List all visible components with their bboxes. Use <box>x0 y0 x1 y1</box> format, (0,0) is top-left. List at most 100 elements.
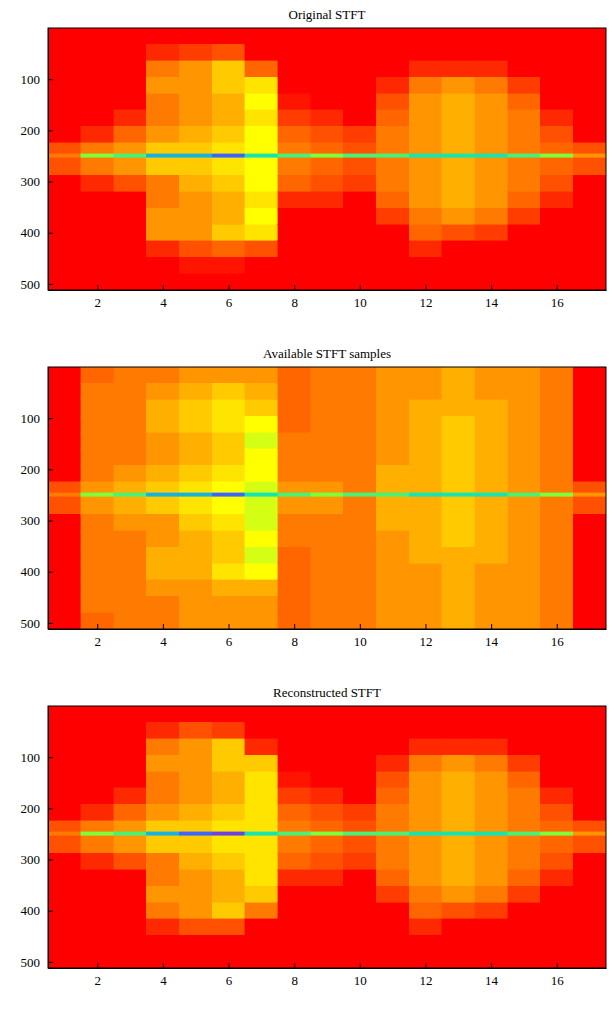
heatmap-cell <box>475 28 508 44</box>
heatmap-cell <box>114 821 147 832</box>
heatmap-cell <box>508 158 541 175</box>
heatmap-cell <box>114 44 147 60</box>
heatmap-cell <box>343 821 376 832</box>
heatmap-cell <box>573 208 606 224</box>
heatmap-cell <box>343 706 376 722</box>
heatmap-cell <box>475 832 508 836</box>
heatmap-cell <box>343 531 376 547</box>
heatmap-cell <box>212 935 245 951</box>
heatmap-cell <box>146 77 179 93</box>
heatmap-cell <box>114 400 147 416</box>
heatmap-cell <box>311 44 344 60</box>
heatmap-cell <box>573 772 606 788</box>
heatmap-cell <box>442 821 475 832</box>
heatmap-cell <box>409 154 442 158</box>
heatmap-cell <box>409 919 442 935</box>
heatmap-cell <box>442 870 475 886</box>
heatmap-cell <box>573 886 606 902</box>
heatmap-cell <box>146 154 179 158</box>
heatmap-cell <box>114 836 147 853</box>
heatmap-cell <box>114 772 147 788</box>
heatmap-cell <box>475 547 508 563</box>
heatmap-cell <box>179 400 212 416</box>
heatmap-cell <box>475 493 508 497</box>
heatmap-cell <box>179 274 212 290</box>
heatmap-cell <box>475 952 508 968</box>
heatmap-cell <box>475 755 508 771</box>
heatmap-cell <box>475 126 508 142</box>
heatmap-cell <box>245 482 278 493</box>
heatmap-cell <box>573 935 606 951</box>
y-tick: 500 <box>21 955 54 970</box>
heatmap-cell <box>311 772 344 788</box>
heatmap-cell <box>114 886 147 902</box>
heatmap-cell <box>442 416 475 432</box>
heatmap-cell <box>81 804 114 820</box>
x-tick-mark <box>557 624 558 629</box>
heatmap-cell <box>442 61 475 77</box>
heatmap-cell <box>409 449 442 465</box>
heatmap-cell <box>278 613 311 629</box>
heatmap-cell <box>475 94 508 110</box>
heatmap-cell <box>540 903 573 919</box>
heatmap-cell <box>179 935 212 951</box>
heatmap-cell <box>343 788 376 804</box>
heatmap-cell <box>81 547 114 563</box>
x-tick: 2 <box>94 285 101 310</box>
heatmap-cell <box>311 804 344 820</box>
heatmap-cell <box>48 497 81 514</box>
heatmap-cell <box>146 497 179 514</box>
heatmap-cell <box>409 722 442 738</box>
heatmap-cell <box>311 613 344 629</box>
heatmap-cell <box>48 274 81 290</box>
heatmap-cell <box>114 28 147 44</box>
heatmap-cell <box>409 755 442 771</box>
heatmap-cell <box>475 44 508 60</box>
heatmap-cell <box>48 493 81 497</box>
y-tick-mark <box>48 79 53 80</box>
heatmap-cell <box>114 94 147 110</box>
heatmap-cell <box>442 449 475 465</box>
heatmap-cell <box>409 143 442 154</box>
heatmap-cell <box>245 449 278 465</box>
heatmap-cell <box>573 465 606 481</box>
heatmap-cell <box>475 367 508 383</box>
heatmap-cell <box>311 192 344 208</box>
heatmap-cell <box>343 722 376 738</box>
y-tick-mark <box>48 418 53 419</box>
heatmap-cell <box>442 547 475 563</box>
heatmap-cell <box>376 175 409 191</box>
heatmap-cell <box>179 722 212 738</box>
heatmap-cell <box>48 804 81 820</box>
heatmap-cell <box>81 722 114 738</box>
heatmap-cell <box>48 596 81 612</box>
heatmap-cell <box>442 175 475 191</box>
heatmap-cell <box>245 580 278 596</box>
heatmap-cell <box>540 158 573 175</box>
y-tick: 100 <box>21 411 54 426</box>
y-axis-line <box>48 707 49 969</box>
heatmap-cell <box>48 400 81 416</box>
heatmap-cell <box>146 755 179 771</box>
panel: Available STFT samples246810121416100200… <box>21 346 607 649</box>
heatmap-cell <box>508 564 541 580</box>
heatmap-cell <box>573 274 606 290</box>
y-tick: 300 <box>21 513 54 528</box>
heatmap-cell <box>311 367 344 383</box>
heatmap-cell <box>508 383 541 399</box>
heatmap-cell <box>114 919 147 935</box>
heatmap-cell <box>245 706 278 722</box>
heatmap-cell <box>540 755 573 771</box>
heatmap-cell <box>81 580 114 596</box>
heatmap-cell <box>179 788 212 804</box>
heatmap-cell <box>245 383 278 399</box>
heatmap-cell <box>81 225 114 241</box>
heatmap-cell <box>409 497 442 514</box>
heatmap-cell <box>311 755 344 771</box>
heatmap-cell <box>540 94 573 110</box>
heatmap-cell <box>179 126 212 142</box>
heatmap-cell <box>376 903 409 919</box>
heatmap-cell <box>245 613 278 629</box>
heatmap-cell <box>245 853 278 869</box>
heatmap-cell <box>442 613 475 629</box>
